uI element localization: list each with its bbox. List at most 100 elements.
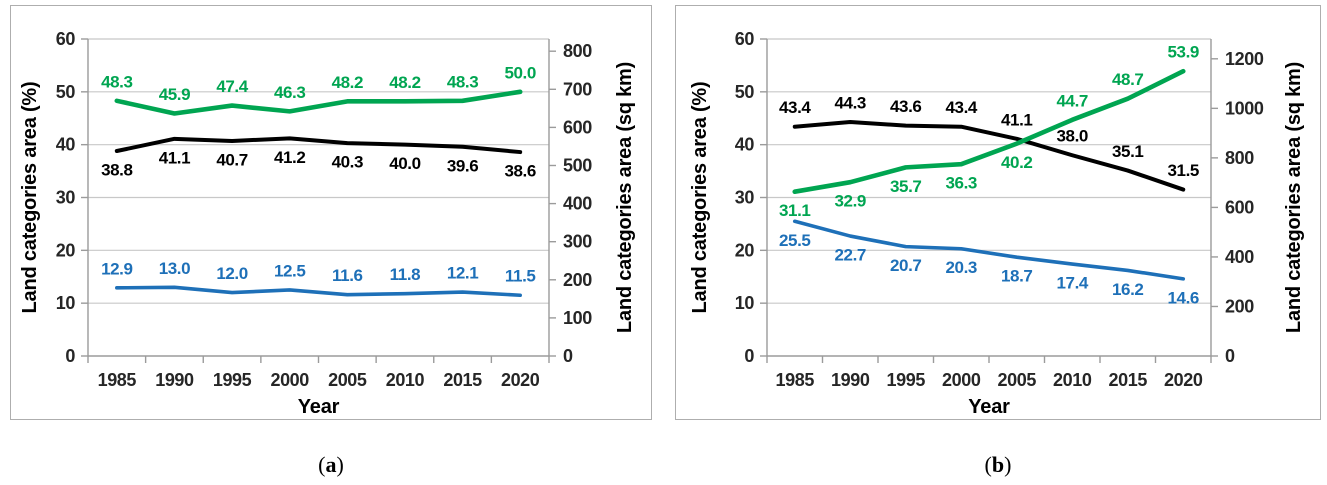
svg-text:1990: 1990 bbox=[155, 370, 194, 390]
svg-text:2000: 2000 bbox=[270, 370, 309, 390]
svg-text:25.5: 25.5 bbox=[779, 231, 811, 250]
svg-text:0: 0 bbox=[1225, 346, 1235, 366]
svg-text:41.1: 41.1 bbox=[1001, 110, 1033, 129]
svg-text:11.6: 11.6 bbox=[332, 266, 363, 285]
svg-text:400: 400 bbox=[563, 194, 592, 214]
svg-text:38.6: 38.6 bbox=[504, 162, 536, 181]
left-axis-tick-labels: 0 10 20 30 40 50 60 bbox=[56, 29, 76, 366]
svg-text:31.5: 31.5 bbox=[1168, 161, 1200, 180]
svg-text:40.3: 40.3 bbox=[332, 153, 364, 172]
svg-text:60: 60 bbox=[56, 29, 76, 49]
svg-text:43.6: 43.6 bbox=[890, 97, 922, 116]
svg-text:30: 30 bbox=[56, 188, 76, 208]
svg-text:1985: 1985 bbox=[98, 370, 137, 390]
svg-text:40.7: 40.7 bbox=[216, 150, 248, 169]
series-black-data-labels: 38.8 41.1 40.7 41.2 40.3 40.0 39.6 38.6 bbox=[101, 148, 536, 181]
svg-text:40: 40 bbox=[735, 135, 755, 155]
svg-text:40.2: 40.2 bbox=[1001, 153, 1033, 172]
svg-text:50.0: 50.0 bbox=[504, 63, 536, 82]
svg-text:12.9: 12.9 bbox=[101, 259, 133, 278]
svg-text:16.2: 16.2 bbox=[1112, 280, 1144, 299]
svg-text:12.5: 12.5 bbox=[274, 261, 306, 280]
svg-text:43.4: 43.4 bbox=[946, 98, 978, 117]
svg-text:32.9: 32.9 bbox=[835, 192, 867, 211]
chart-panel-a: 0 10 20 30 40 50 60 0 100 200 300 400 500 600 700 800 19… bbox=[10, 5, 652, 420]
x-axis-tick-labels: 1985 1990 1995 2000 2005 2010 2015 2020 bbox=[98, 370, 541, 390]
svg-text:40.0: 40.0 bbox=[389, 154, 421, 173]
caption-a-open-paren: ( bbox=[318, 452, 326, 477]
svg-text:11.5: 11.5 bbox=[505, 267, 536, 286]
left-axis-title: Land categories area (%) bbox=[689, 82, 711, 314]
svg-text:40: 40 bbox=[56, 135, 76, 155]
svg-text:2015: 2015 bbox=[1109, 370, 1148, 390]
left-axis-title: Land categories area (%) bbox=[19, 82, 41, 314]
caption-a-close-paren: ) bbox=[336, 452, 344, 477]
svg-text:41.2: 41.2 bbox=[274, 148, 306, 167]
svg-text:60: 60 bbox=[735, 29, 755, 49]
svg-text:10: 10 bbox=[56, 293, 76, 313]
svg-text:200: 200 bbox=[1225, 296, 1254, 316]
svg-text:43.4: 43.4 bbox=[779, 98, 811, 117]
svg-text:400: 400 bbox=[1225, 247, 1254, 267]
series-blue-line bbox=[792, 219, 1186, 281]
svg-text:0: 0 bbox=[744, 346, 754, 366]
gridlines bbox=[88, 38, 549, 304]
svg-text:30: 30 bbox=[735, 188, 755, 208]
caption-a-letter: a bbox=[325, 452, 337, 477]
svg-text:2020: 2020 bbox=[1164, 370, 1203, 390]
svg-text:39.6: 39.6 bbox=[447, 156, 479, 175]
svg-text:31.1: 31.1 bbox=[779, 201, 811, 220]
caption-b: (b) bbox=[675, 452, 1321, 480]
svg-text:300: 300 bbox=[563, 232, 592, 252]
right-axis-tick-labels: 0 200 400 600 800 1000 1200 bbox=[1225, 49, 1264, 366]
svg-text:38.8: 38.8 bbox=[101, 161, 133, 180]
svg-text:48.3: 48.3 bbox=[101, 72, 133, 91]
right-axis-tick-labels: 0 100 200 300 400 500 600 700 800 bbox=[563, 41, 593, 366]
svg-text:0: 0 bbox=[563, 346, 573, 366]
series-black-data-labels: 43.4 44.3 43.6 43.4 41.1 38.0 35.1 31.5 bbox=[779, 93, 1199, 180]
series-green-data-labels: 48.3 45.9 47.4 46.3 48.2 48.2 48.3 50.0 bbox=[101, 63, 536, 104]
svg-text:22.7: 22.7 bbox=[835, 246, 867, 265]
svg-text:2005: 2005 bbox=[998, 370, 1037, 390]
svg-text:2020: 2020 bbox=[501, 370, 540, 390]
svg-text:2000: 2000 bbox=[942, 370, 981, 390]
svg-text:35.7: 35.7 bbox=[890, 177, 922, 196]
svg-text:1200: 1200 bbox=[1225, 49, 1264, 69]
svg-text:700: 700 bbox=[563, 79, 592, 99]
svg-text:45.9: 45.9 bbox=[159, 85, 191, 104]
svg-text:53.9: 53.9 bbox=[1168, 43, 1200, 62]
svg-text:600: 600 bbox=[1225, 197, 1254, 217]
svg-text:14.6: 14.6 bbox=[1168, 288, 1200, 307]
series-green-line bbox=[114, 89, 523, 116]
caption-b-letter: b bbox=[991, 452, 1005, 477]
svg-text:1000: 1000 bbox=[1225, 98, 1264, 118]
tick-marks bbox=[81, 38, 556, 363]
svg-text:500: 500 bbox=[563, 155, 592, 175]
svg-text:1995: 1995 bbox=[887, 370, 926, 390]
svg-text:44.3: 44.3 bbox=[835, 93, 867, 112]
right-axis-title: Land categories area (sq km) bbox=[614, 62, 636, 333]
series-green-line bbox=[792, 68, 1186, 194]
svg-text:41.1: 41.1 bbox=[159, 148, 191, 167]
svg-text:20: 20 bbox=[56, 240, 76, 260]
tick-marks bbox=[760, 38, 1218, 363]
svg-text:48.3: 48.3 bbox=[447, 72, 479, 91]
svg-text:20: 20 bbox=[735, 240, 755, 260]
svg-text:48.7: 48.7 bbox=[1112, 70, 1144, 89]
caption-a: (a) bbox=[10, 452, 652, 480]
svg-text:44.7: 44.7 bbox=[1057, 91, 1089, 110]
chart-panel-b: 0 10 20 30 40 50 60 0 200 400 600 800 1000 1200 1985 19… bbox=[675, 5, 1321, 420]
svg-text:2010: 2010 bbox=[1053, 370, 1092, 390]
svg-text:12.1: 12.1 bbox=[447, 264, 479, 283]
svg-text:20.7: 20.7 bbox=[890, 256, 922, 275]
svg-text:50: 50 bbox=[735, 82, 755, 102]
svg-text:100: 100 bbox=[563, 308, 592, 328]
series-blue-data-labels: 12.9 13.0 12.0 12.5 11.6 11.8 12.1 11.5 bbox=[101, 259, 536, 286]
svg-text:600: 600 bbox=[563, 117, 592, 137]
left-axis-tick-labels: 0 10 20 30 40 50 60 bbox=[735, 29, 755, 366]
svg-text:1990: 1990 bbox=[831, 370, 870, 390]
series-green-data-labels: 31.1 32.9 35.7 36.3 40.2 44.7 48.7 53.9 bbox=[779, 43, 1199, 220]
svg-text:50: 50 bbox=[56, 82, 76, 102]
chart-a-svg: 0102030405060010020030040050060070080019… bbox=[19, 29, 636, 418]
